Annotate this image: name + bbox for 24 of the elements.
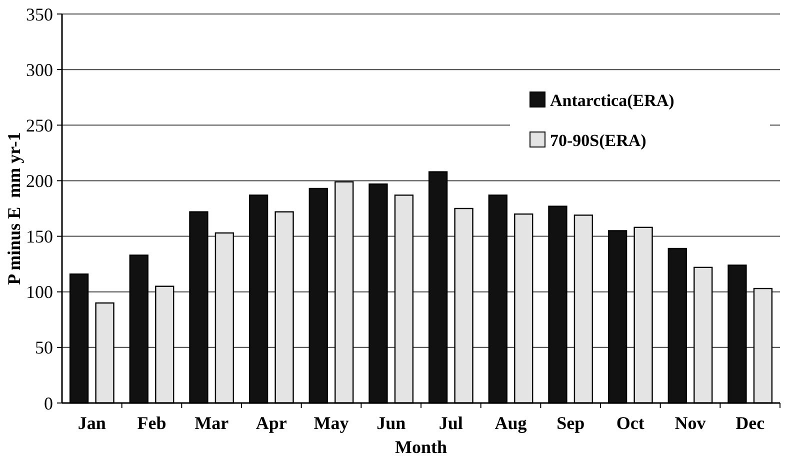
x-tick-label: Jan xyxy=(78,413,106,433)
x-tick-label: Mar xyxy=(194,413,229,433)
y-tick-label: 50 xyxy=(35,338,53,358)
x-tick-label: Apr xyxy=(256,413,287,433)
x-axis-title: Month xyxy=(394,437,448,457)
x-tick-label: Aug xyxy=(494,413,527,433)
y-tick-label: 300 xyxy=(26,60,53,80)
y-tick-label: 250 xyxy=(26,115,53,136)
y-tick-label: 100 xyxy=(26,282,53,302)
x-tick-label: Sep xyxy=(556,413,585,433)
y-tick-label: 350 xyxy=(26,4,53,24)
y-tick-label: 150 xyxy=(26,226,53,247)
x-tick-label: Jun xyxy=(376,413,406,433)
y-axis-title: P minus E mm yr-1 xyxy=(4,132,24,285)
x-tick-label: Oct xyxy=(616,413,644,433)
x-tick-label: Nov xyxy=(674,413,706,433)
y-tick-label: 200 xyxy=(26,171,53,192)
x-tick-label: May xyxy=(314,413,349,433)
x-tick-label: Feb xyxy=(137,413,166,433)
legend-label: Antarctica(ERA) xyxy=(550,91,674,110)
y-tick-label: 0 xyxy=(44,393,53,414)
x-tick-label: Jul xyxy=(438,413,463,433)
legend-label: 70-90S(ERA) xyxy=(550,131,646,150)
x-tick-label: Dec xyxy=(736,413,765,433)
